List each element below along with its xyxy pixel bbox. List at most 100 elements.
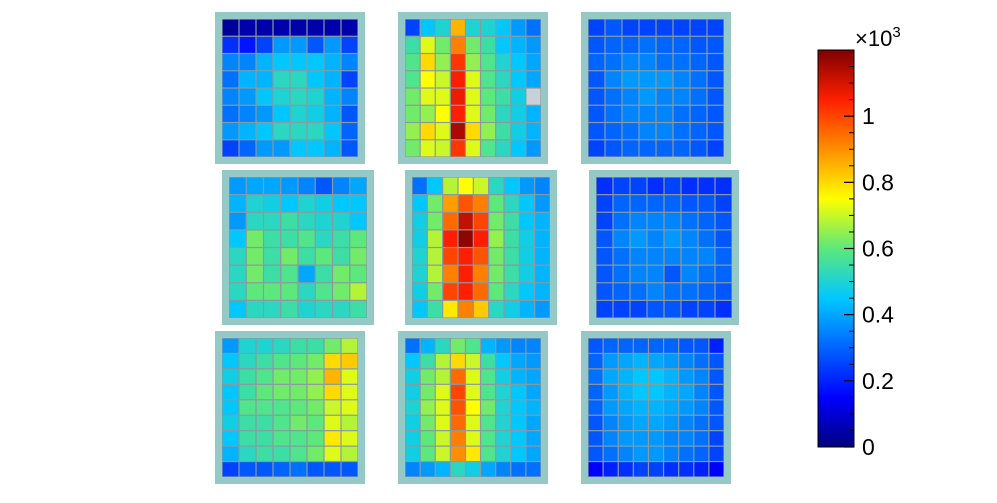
heatmap-cell bbox=[664, 400, 679, 415]
heatmap-cell bbox=[526, 369, 541, 384]
colorbar: ×103 0 0.2 0.4 0.6 0.8 1 bbox=[817, 24, 901, 460]
heatmap-cell bbox=[664, 230, 681, 247]
heatmap-cell bbox=[341, 446, 358, 461]
heatmap-cell bbox=[350, 300, 367, 318]
heatmap-cell bbox=[535, 265, 550, 283]
colorbar-multiplier: ×103 bbox=[855, 24, 901, 51]
heatmap-cell bbox=[307, 446, 324, 461]
heatmap-cell bbox=[298, 283, 315, 300]
heatmap-cell bbox=[639, 140, 656, 157]
heatmap-cell bbox=[630, 230, 647, 247]
heatmap-cell bbox=[481, 431, 496, 446]
heatmap-cell bbox=[341, 369, 358, 384]
heatmap-cell bbox=[656, 71, 673, 88]
heatmap-cell bbox=[405, 369, 420, 384]
heatmap-cell bbox=[679, 431, 694, 446]
heatmap-cell bbox=[341, 36, 358, 53]
heatmap-cell bbox=[239, 462, 256, 477]
heatmap-cell bbox=[694, 415, 709, 431]
panel-top-right bbox=[581, 12, 731, 164]
heatmap-cell bbox=[603, 384, 618, 400]
heatmap-cell bbox=[639, 123, 656, 140]
heatmap-cell bbox=[481, 369, 496, 384]
heatmap-cell bbox=[350, 177, 367, 195]
heatmap-cell bbox=[273, 354, 290, 369]
heatmap-cell bbox=[709, 384, 724, 400]
heatmap-cell bbox=[496, 338, 511, 353]
heatmap-cell bbox=[473, 283, 489, 300]
heatmap-cell bbox=[341, 54, 358, 71]
heatmap-cell bbox=[596, 195, 613, 212]
heatmap-cell bbox=[489, 265, 504, 283]
heatmap-cell bbox=[450, 19, 465, 36]
heatmap-cell bbox=[673, 54, 690, 71]
heatmap-cell bbox=[427, 265, 443, 283]
heatmap-cell bbox=[633, 446, 648, 461]
heatmap-cell bbox=[298, 195, 315, 212]
heatmap-cell bbox=[496, 446, 511, 461]
heatmap-cell bbox=[603, 431, 618, 446]
heatmap-cell bbox=[622, 88, 639, 105]
heatmap-cell bbox=[649, 338, 663, 353]
heatmap-cell bbox=[405, 400, 420, 415]
heatmap-cell bbox=[435, 415, 450, 431]
heatmap-cell bbox=[690, 19, 707, 36]
heatmap-cell bbox=[229, 300, 246, 318]
heatmap-cell bbox=[290, 384, 307, 400]
heatmap-cell bbox=[412, 300, 427, 318]
heatmap-cell bbox=[324, 431, 341, 446]
heatmap-cell bbox=[613, 248, 630, 265]
heatmap-cell bbox=[504, 230, 519, 247]
heatmap-cell bbox=[333, 177, 350, 195]
heatmap-cell bbox=[588, 369, 603, 384]
heatmap-cell bbox=[618, 415, 633, 431]
heatmap-cell bbox=[681, 265, 698, 283]
heatmap-cell bbox=[613, 212, 630, 230]
heatmap-cell bbox=[420, 462, 435, 477]
heatmap-cell bbox=[222, 354, 239, 369]
heatmap-cell bbox=[290, 140, 307, 157]
heatmap-cell bbox=[333, 265, 350, 283]
heatmap-cell bbox=[307, 384, 324, 400]
heatmap-cell bbox=[511, 384, 526, 400]
heatmap-cell bbox=[412, 212, 427, 230]
heatmap-cell bbox=[264, 177, 281, 195]
heatmap-cell bbox=[466, 462, 480, 477]
heatmap-cell bbox=[511, 354, 526, 369]
heatmap-cell bbox=[420, 88, 435, 105]
heatmap-cell bbox=[420, 54, 435, 71]
heatmap-cell bbox=[239, 400, 256, 415]
heatmap-cell bbox=[307, 105, 324, 122]
heatmap-cell bbox=[290, 369, 307, 384]
colorbar-tick-label: 1 bbox=[862, 103, 875, 129]
heatmap-cell bbox=[715, 248, 732, 265]
heatmap-cell bbox=[307, 354, 324, 369]
heatmap-cell bbox=[618, 446, 633, 461]
heatmap-cell bbox=[450, 105, 465, 122]
heatmap-cell bbox=[324, 384, 341, 400]
heatmap-cell bbox=[273, 123, 290, 140]
heatmap-cell bbox=[222, 462, 239, 477]
heatmap-cell bbox=[435, 354, 450, 369]
heatmap-cell bbox=[496, 105, 511, 122]
heatmap-cell bbox=[681, 248, 698, 265]
heatmap-cell bbox=[496, 123, 511, 140]
heatmap-cell bbox=[435, 369, 450, 384]
heatmap-cell bbox=[473, 300, 489, 318]
heatmap-cell bbox=[496, 36, 511, 53]
heatmap-cell bbox=[466, 19, 480, 36]
heatmap-cell bbox=[511, 19, 526, 36]
heatmap-cell bbox=[281, 300, 298, 318]
heatmap-cell bbox=[229, 230, 246, 247]
heatmap-cell bbox=[679, 369, 694, 384]
heatmap-cell bbox=[519, 300, 535, 318]
heatmap-cell bbox=[679, 338, 694, 353]
colorbar-tick-label: 0.2 bbox=[862, 368, 894, 394]
heatmap-cell bbox=[405, 354, 420, 369]
heatmap-cell bbox=[290, 431, 307, 446]
heatmap-cell bbox=[630, 195, 647, 212]
heatmap-cell bbox=[679, 354, 694, 369]
heatmap-cell bbox=[307, 123, 324, 140]
heatmap-cell bbox=[664, 415, 679, 431]
